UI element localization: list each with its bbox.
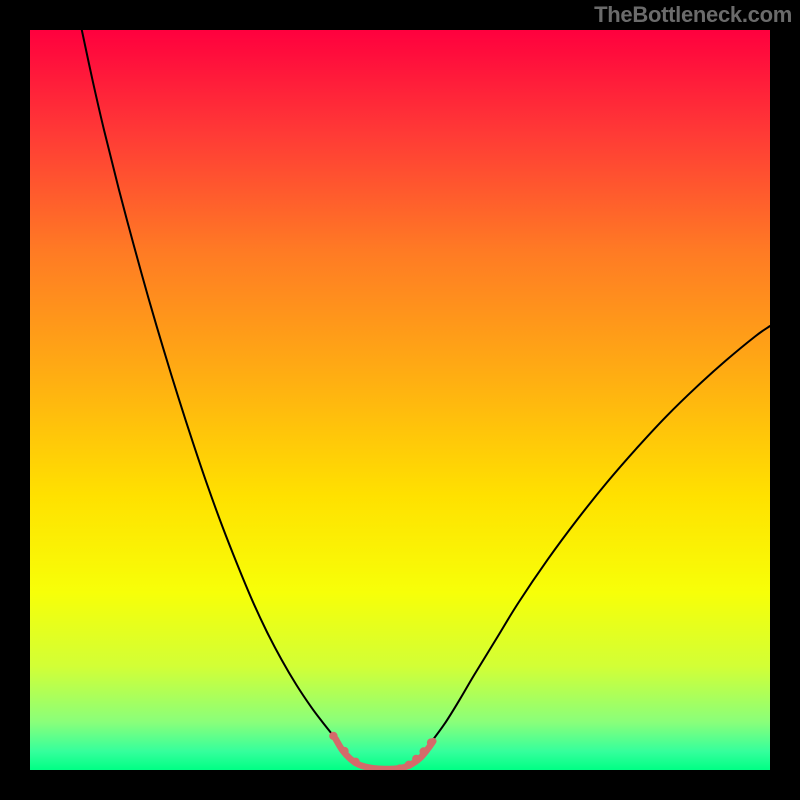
- watermark-text: TheBottleneck.com: [594, 2, 792, 28]
- plot-area: [30, 30, 770, 770]
- trough-marker: [329, 732, 337, 740]
- trough-marker: [419, 747, 427, 755]
- main-curve: [82, 30, 770, 769]
- bottleneck-curve-chart: [30, 30, 770, 770]
- trough-marker: [427, 738, 435, 746]
- trough-marker: [412, 755, 420, 763]
- stage: TheBottleneck.com: [0, 0, 800, 800]
- trough-marker: [405, 761, 413, 769]
- trough-bracket: [336, 739, 434, 769]
- trough-marker: [351, 758, 359, 766]
- trough-markers: [329, 732, 435, 770]
- trough-marker: [340, 747, 348, 755]
